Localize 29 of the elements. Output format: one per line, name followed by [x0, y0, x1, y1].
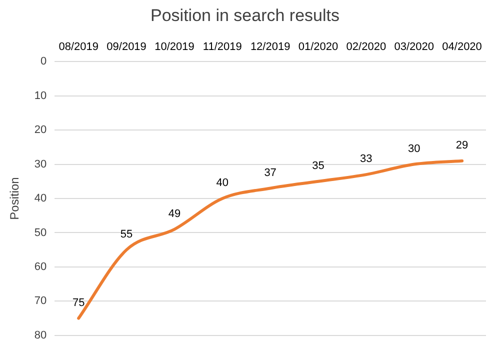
- x-tick-label: 09/2019: [106, 41, 146, 54]
- data-label: 49: [168, 208, 181, 220]
- data-label: 75: [72, 296, 85, 309]
- y-tick-label: 40: [34, 192, 47, 205]
- y-tick-label: 0: [40, 56, 47, 68]
- y-tick-label: 30: [34, 158, 47, 170]
- data-label: 55: [120, 228, 133, 240]
- data-label: 35: [312, 160, 324, 172]
- y-tick-label: 60: [34, 260, 47, 273]
- y-tick-label: 20: [34, 124, 47, 136]
- data-label: 37: [264, 166, 276, 179]
- y-tick-label: 50: [34, 226, 47, 239]
- x-tick-label: 12/2019: [250, 41, 290, 54]
- y-tick-label: 70: [34, 295, 47, 308]
- data-label: 40: [216, 177, 229, 190]
- x-tick-label: 10/2019: [154, 41, 194, 54]
- data-label: 30: [408, 142, 420, 155]
- x-tick-label: 11/2019: [202, 41, 242, 54]
- chart-title: Position in search results: [150, 6, 340, 25]
- y-tick-label: 80: [34, 329, 47, 342]
- y-axis-title: Position: [8, 177, 22, 220]
- x-tick-label: 04/2020: [442, 41, 482, 54]
- x-tick-label: 08/2019: [58, 41, 98, 54]
- data-label: 33: [360, 153, 372, 166]
- x-tick-label: 01/2020: [298, 41, 338, 54]
- y-tick-label: 10: [34, 90, 47, 102]
- x-tick-label: 02/2020: [346, 41, 386, 54]
- x-tick-label: 03/2020: [394, 41, 434, 54]
- data-label: 29: [456, 139, 468, 152]
